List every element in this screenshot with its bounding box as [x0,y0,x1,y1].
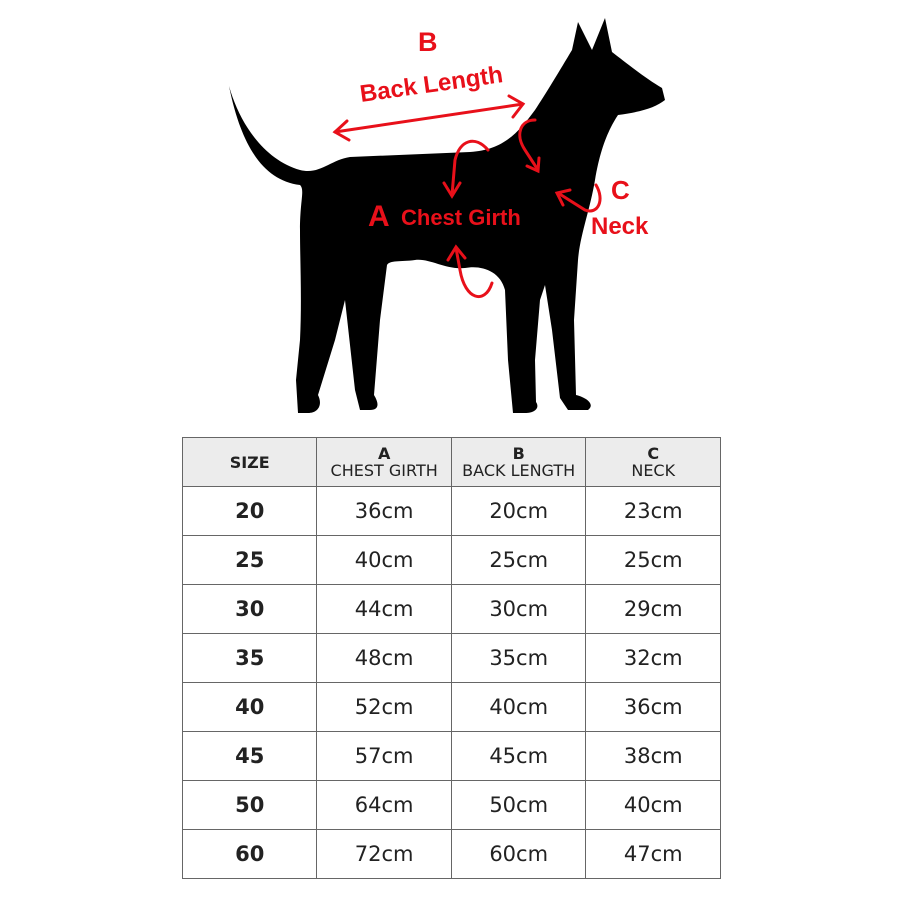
cell-neck: 36cm [585,682,721,732]
dog-measurement-diagram [229,18,665,413]
table-row: 40 52cm 40cm 36cm [181,682,721,732]
header-letter: C [647,444,660,463]
cell-size: 40 [181,682,318,732]
chest-girth-arrows [442,139,494,299]
header-label: SIZE [229,452,270,472]
table-row: 30 44cm 30cm 29cm [181,584,721,634]
cell-chest-girth: 48cm [316,633,452,683]
back-length-arrow [332,94,526,142]
cell-back-length: 25cm [450,535,587,585]
header-label: CHEST GIRTH [330,461,438,480]
cell-back-length: 50cm [450,780,587,830]
header-label: BACK LENGTH [462,461,576,480]
header-size: SIZE [181,437,318,487]
table-row: 60 72cm 60cm 47cm [181,829,721,879]
cell-size: 45 [181,731,318,781]
table-row: 50 64cm 50cm 40cm [181,780,721,830]
header-chest-girth: A CHEST GIRTH [316,437,452,487]
header-letter: A [377,444,391,463]
cell-chest-girth: 72cm [316,829,452,879]
neck-label: Neck [591,213,649,240]
cell-neck: 29cm [585,584,721,634]
table-row: 35 48cm 35cm 32cm [181,633,721,683]
cell-chest-girth: 40cm [316,535,452,585]
cell-size: 50 [181,780,318,830]
cell-size: 60 [181,829,318,879]
table-row: 45 57cm 45cm 38cm [181,731,721,781]
cell-size: 25 [181,535,318,585]
header-neck: C NECK [585,437,721,487]
cell-size: 35 [181,633,318,683]
table-row: 20 36cm 20cm 23cm [181,486,721,536]
cell-neck: 47cm [585,829,721,879]
cell-back-length: 45cm [450,731,587,781]
cell-chest-girth: 64cm [316,780,452,830]
cell-chest-girth: 44cm [316,584,452,634]
chest-girth-label: Chest Girth [401,205,521,230]
header-letter: B [512,444,525,463]
chest-girth-letter: A [368,200,390,233]
table-header-row: SIZE A CHEST GIRTH B BACK LENGTH C NECK [181,437,721,487]
table-row: 25 40cm 25cm 25cm [181,535,721,585]
back-length-letter: B [418,27,438,57]
cell-back-length: 30cm [450,584,587,634]
cell-chest-girth: 36cm [316,486,452,536]
header-back-length: B BACK LENGTH [450,437,587,487]
cell-chest-girth: 57cm [316,731,452,781]
cell-neck: 23cm [585,486,721,536]
cell-chest-girth: 52cm [316,682,452,732]
cell-neck: 38cm [585,731,721,781]
cell-neck: 25cm [585,535,721,585]
dog-silhouette [229,18,665,413]
cell-neck: 40cm [585,780,721,830]
cell-back-length: 40cm [450,682,587,732]
cell-neck: 32cm [585,633,721,683]
size-chart-table: SIZE A CHEST GIRTH B BACK LENGTH C NECK 20 3… [181,437,721,879]
cell-size: 20 [181,486,318,536]
cell-size: 30 [181,584,318,634]
header-label: NECK [631,461,676,480]
cell-back-length: 20cm [450,486,587,536]
neck-arrows [518,118,602,213]
cell-back-length: 35cm [450,633,587,683]
cell-back-length: 60cm [450,829,587,879]
neck-letter: C [611,175,630,205]
